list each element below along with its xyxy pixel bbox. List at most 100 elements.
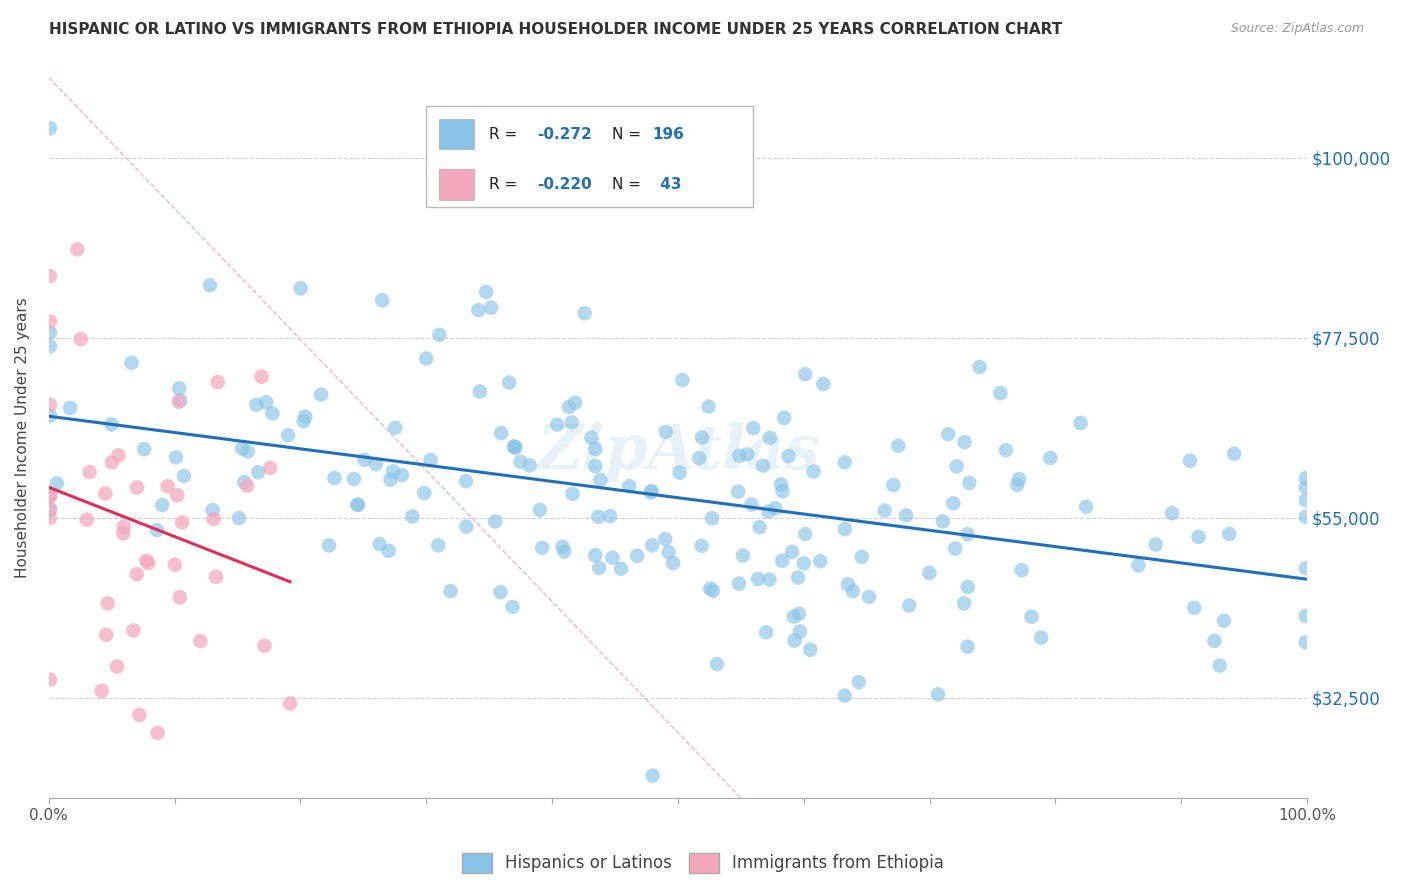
Hispanics or Latinos bbox=[1204, 633, 1226, 648]
Hispanics or Latinos bbox=[531, 541, 554, 555]
Hispanics or Latinos bbox=[380, 473, 402, 487]
Hispanics or Latinos bbox=[1128, 558, 1150, 573]
Immigrants from Ethiopia bbox=[125, 567, 148, 582]
Hispanics or Latinos bbox=[752, 458, 775, 473]
Immigrants from Ethiopia bbox=[90, 684, 112, 698]
Immigrants from Ethiopia bbox=[259, 461, 281, 475]
Hispanics or Latinos bbox=[942, 496, 965, 510]
Hispanics or Latinos bbox=[323, 471, 346, 485]
Hispanics or Latinos bbox=[602, 550, 624, 565]
Immigrants from Ethiopia bbox=[39, 314, 62, 328]
Hispanics or Latinos bbox=[134, 442, 156, 457]
Hispanics or Latinos bbox=[1295, 609, 1317, 624]
Hispanics or Latinos bbox=[489, 585, 512, 599]
Hispanics or Latinos bbox=[456, 519, 478, 533]
Hispanics or Latinos bbox=[773, 410, 796, 425]
Hispanics or Latinos bbox=[59, 401, 82, 415]
Hispanics or Latinos bbox=[45, 476, 67, 491]
Hispanics or Latinos bbox=[953, 596, 976, 610]
Hispanics or Latinos bbox=[236, 444, 259, 458]
Hispanics or Latinos bbox=[1161, 506, 1184, 520]
Hispanics or Latinos bbox=[1008, 472, 1031, 486]
Hispanics or Latinos bbox=[318, 538, 340, 552]
Hispanics or Latinos bbox=[454, 474, 477, 488]
Immigrants from Ethiopia bbox=[39, 489, 62, 503]
Immigrants from Ethiopia bbox=[205, 570, 228, 584]
Immigrants from Ethiopia bbox=[188, 634, 211, 648]
Immigrants from Ethiopia bbox=[122, 624, 145, 638]
Hispanics or Latinos bbox=[783, 609, 806, 624]
Text: HISPANIC OR LATINO VS IMMIGRANTS FROM ETHIOPIA HOUSEHOLDER INCOME UNDER 25 YEARS: HISPANIC OR LATINO VS IMMIGRANTS FROM ET… bbox=[49, 22, 1063, 37]
Hispanics or Latinos bbox=[728, 449, 751, 463]
Immigrants from Ethiopia bbox=[236, 478, 259, 492]
Hispanics or Latinos bbox=[755, 625, 778, 640]
FancyBboxPatch shape bbox=[439, 119, 474, 149]
Hispanics or Latinos bbox=[640, 483, 662, 498]
Hispanics or Latinos bbox=[1039, 450, 1062, 465]
Hispanics or Latinos bbox=[100, 417, 122, 432]
Hispanics or Latinos bbox=[699, 582, 721, 596]
Immigrants from Ethiopia bbox=[39, 269, 62, 284]
Hispanics or Latinos bbox=[1295, 635, 1317, 649]
Hispanics or Latinos bbox=[467, 303, 489, 318]
Immigrants from Ethiopia bbox=[163, 558, 186, 572]
Hispanics or Latinos bbox=[758, 573, 780, 587]
Hispanics or Latinos bbox=[617, 479, 640, 493]
Hispanics or Latinos bbox=[654, 425, 676, 439]
Immigrants from Ethiopia bbox=[94, 486, 117, 500]
Hispanics or Latinos bbox=[39, 121, 62, 136]
Hispanics or Latinos bbox=[690, 431, 713, 445]
Hispanics or Latinos bbox=[384, 421, 406, 435]
Text: Source: ZipAtlas.com: Source: ZipAtlas.com bbox=[1230, 22, 1364, 36]
Hispanics or Latinos bbox=[662, 556, 685, 570]
Immigrants from Ethiopia bbox=[107, 448, 129, 462]
Hispanics or Latinos bbox=[641, 538, 664, 552]
Hispanics or Latinos bbox=[468, 384, 491, 399]
Hispanics or Latinos bbox=[169, 393, 191, 408]
Hispanics or Latinos bbox=[553, 544, 575, 558]
Hispanics or Latinos bbox=[561, 416, 583, 430]
Hispanics or Latinos bbox=[583, 442, 606, 456]
Hispanics or Latinos bbox=[943, 541, 966, 556]
Text: -0.220: -0.220 bbox=[537, 177, 592, 192]
Hispanics or Latinos bbox=[292, 414, 315, 428]
Immigrants from Ethiopia bbox=[112, 526, 135, 541]
Hispanics or Latinos bbox=[503, 440, 526, 454]
Hispanics or Latinos bbox=[519, 458, 541, 473]
Hispanics or Latinos bbox=[583, 459, 606, 474]
Immigrants from Ethiopia bbox=[172, 516, 194, 530]
Hispanics or Latinos bbox=[391, 468, 413, 483]
Hispanics or Latinos bbox=[501, 599, 523, 614]
Immigrants from Ethiopia bbox=[96, 628, 118, 642]
Hispanics or Latinos bbox=[794, 368, 817, 382]
Hispanics or Latinos bbox=[851, 549, 873, 564]
Immigrants from Ethiopia bbox=[166, 488, 188, 502]
Immigrants from Ethiopia bbox=[138, 556, 160, 570]
Immigrants from Ethiopia bbox=[79, 465, 101, 479]
Hispanics or Latinos bbox=[1295, 561, 1317, 575]
Hispanics or Latinos bbox=[882, 478, 904, 492]
Hispanics or Latinos bbox=[353, 452, 375, 467]
Hispanics or Latinos bbox=[873, 503, 896, 517]
Hispanics or Latinos bbox=[290, 281, 312, 295]
Hispanics or Latinos bbox=[848, 675, 870, 690]
Hispanics or Latinos bbox=[546, 417, 568, 432]
Hispanics or Latinos bbox=[956, 640, 979, 654]
Hispanics or Latinos bbox=[1011, 563, 1033, 577]
Hispanics or Latinos bbox=[808, 554, 831, 568]
Immigrants from Ethiopia bbox=[278, 697, 301, 711]
Hispanics or Latinos bbox=[748, 520, 770, 534]
Immigrants from Ethiopia bbox=[105, 659, 128, 673]
Hispanics or Latinos bbox=[484, 515, 506, 529]
Hispanics or Latinos bbox=[918, 566, 941, 580]
Hispanics or Latinos bbox=[770, 477, 793, 491]
Text: R =: R = bbox=[489, 127, 522, 142]
Hispanics or Latinos bbox=[228, 511, 250, 525]
Hispanics or Latinos bbox=[1144, 537, 1167, 551]
Hispanics or Latinos bbox=[657, 545, 679, 559]
Hispanics or Latinos bbox=[610, 562, 633, 576]
Hispanics or Latinos bbox=[150, 498, 173, 512]
Hispanics or Latinos bbox=[173, 469, 195, 483]
Hispanics or Latinos bbox=[277, 428, 299, 442]
Hispanics or Latinos bbox=[1295, 509, 1317, 524]
